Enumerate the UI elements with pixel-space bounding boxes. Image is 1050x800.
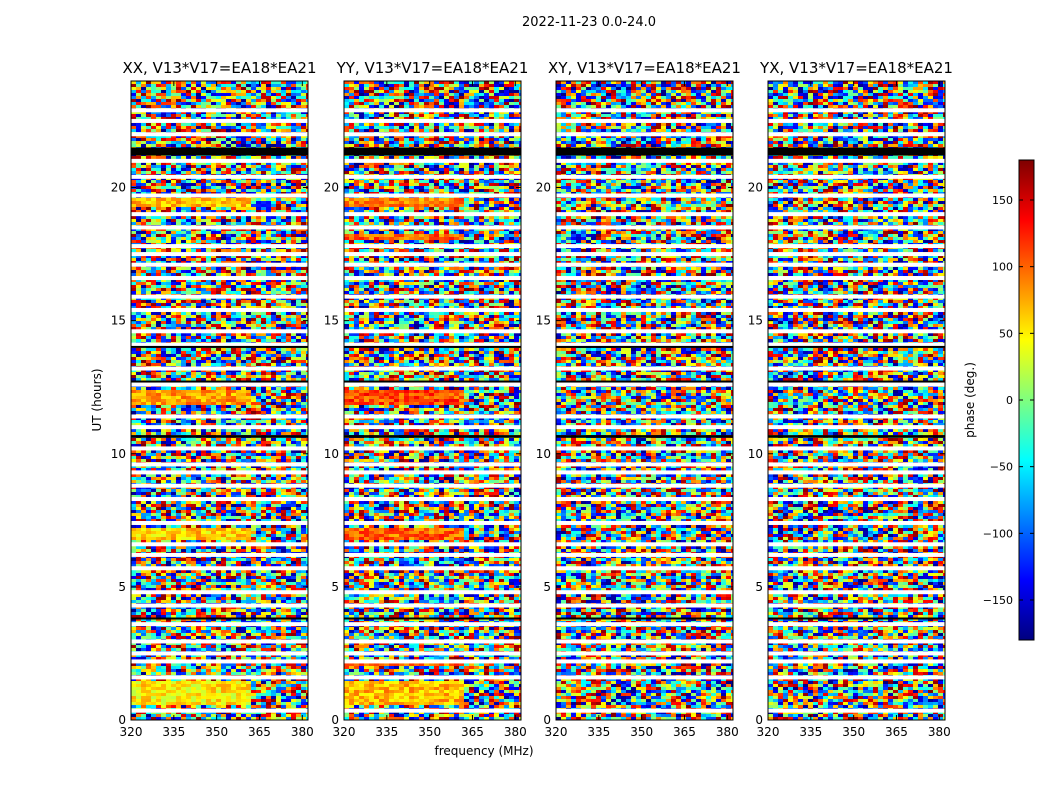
y-tick-label: 15 <box>111 314 126 328</box>
y-tick-label: 10 <box>324 447 339 461</box>
colorbar-tick-label: −150 <box>983 594 1013 607</box>
phase-heatmap <box>131 81 308 720</box>
y-tick-label: 15 <box>748 314 763 328</box>
phase-heatmap <box>344 81 521 720</box>
y-tick-label: 10 <box>748 447 763 461</box>
colorbar-tick-label: 150 <box>992 194 1013 207</box>
x-tick-label: 320 <box>333 725 356 739</box>
y-tick-label: 0 <box>118 713 126 727</box>
y-tick-label: 15 <box>324 314 339 328</box>
x-axis-label: frequency (MHz) <box>434 744 533 758</box>
colorbar-label: phase (deg.) <box>963 362 977 438</box>
panel-2: YY, V13*V17=EA18*EA21 320 335 350 365 380 0 5 10… <box>324 59 529 739</box>
colorbar-tick-label: −50 <box>990 461 1013 474</box>
panel-3: XY, V13*V17=EA18*EA21 320 335 350 365 380 0 5 10… <box>536 59 741 739</box>
panel-frame <box>343 80 522 721</box>
y-tick-label: 20 <box>748 181 763 195</box>
phase-heatmap <box>768 81 945 720</box>
colorbar-tick-label: −100 <box>983 527 1013 540</box>
y-tick-label: 5 <box>755 580 763 594</box>
figure-suptitle: 2022-11-23 0.0-24.0 <box>522 15 656 30</box>
x-tick-label: 380 <box>504 725 527 739</box>
x-tick-label: 380 <box>291 725 314 739</box>
panels-group: XX, V13*V17=EA18*EA21 320 335 350 365 380 0 5 10… <box>111 59 953 739</box>
colorbar-tick-label: 50 <box>999 327 1013 340</box>
y-tick-label: 20 <box>324 181 339 195</box>
y-tick-label: 20 <box>536 181 551 195</box>
y-tick-label: 0 <box>543 713 551 727</box>
panel-title: YY, V13*V17=EA18*EA21 <box>336 59 529 77</box>
colorbar-tick-label: 0 <box>1006 394 1013 407</box>
panel-title: XY, V13*V17=EA18*EA21 <box>548 59 741 77</box>
y-tick-label: 5 <box>118 580 126 594</box>
x-tick-label: 380 <box>716 725 739 739</box>
x-tick-label: 350 <box>630 725 653 739</box>
panel-frame <box>555 80 734 721</box>
x-tick-label: 365 <box>885 725 908 739</box>
x-tick-label: 350 <box>842 725 865 739</box>
panel-frame <box>767 80 946 721</box>
y-tick-label: 10 <box>111 447 126 461</box>
panel-frame <box>130 80 309 721</box>
x-tick-label: 350 <box>418 725 441 739</box>
panel-title: XX, V13*V17=EA18*EA21 <box>122 59 316 77</box>
colorbar-tick-label: 100 <box>992 261 1013 274</box>
x-tick-label: 320 <box>120 725 143 739</box>
x-tick-label: 365 <box>248 725 271 739</box>
y-tick-label: 5 <box>331 580 339 594</box>
x-tick-label: 365 <box>461 725 484 739</box>
x-tick-label: 335 <box>162 725 185 739</box>
y-tick-label: 5 <box>543 580 551 594</box>
panel-4: YX, V13*V17=EA18*EA21 320 335 350 365 380 0 5 10… <box>748 59 953 739</box>
x-tick-label: 380 <box>928 725 951 739</box>
x-tick-label: 335 <box>587 725 610 739</box>
x-tick-label: 335 <box>375 725 398 739</box>
y-tick-label: 0 <box>331 713 339 727</box>
x-tick-label: 335 <box>799 725 822 739</box>
x-tick-label: 350 <box>205 725 228 739</box>
x-tick-label: 320 <box>545 725 568 739</box>
x-tick-label: 320 <box>757 725 780 739</box>
phase-heatmap <box>556 81 733 720</box>
x-tick-label: 365 <box>673 725 696 739</box>
y-tick-label: 0 <box>755 713 763 727</box>
y-tick-label: 10 <box>536 447 551 461</box>
y-tick-label: 20 <box>111 181 126 195</box>
panel-1: XX, V13*V17=EA18*EA21 320 335 350 365 380 0 5 10… <box>111 59 317 739</box>
y-axis-label: UT (hours) <box>90 368 104 431</box>
colorbar: 150 100 50 0 −50 −100 −150 <box>983 159 1035 641</box>
panel-title: YX, V13*V17=EA18*EA21 <box>759 59 953 77</box>
y-tick-label: 15 <box>536 314 551 328</box>
